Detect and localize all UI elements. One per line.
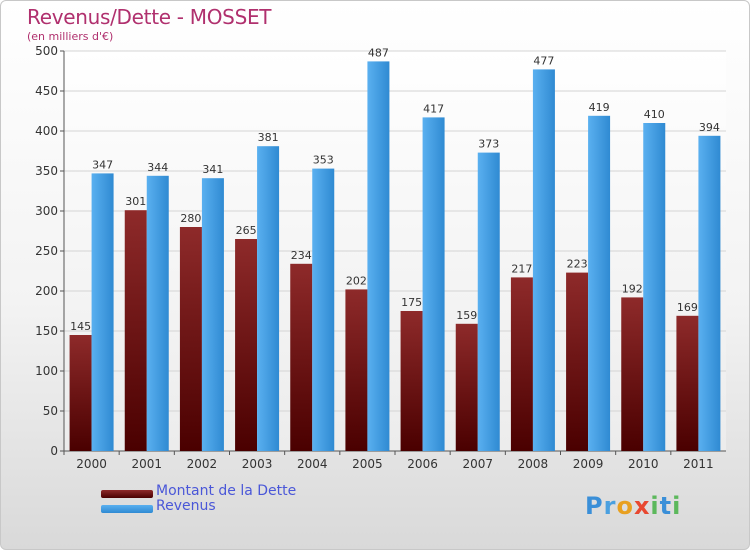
data-label-dette: 301 xyxy=(125,195,146,208)
bar-revenus xyxy=(91,173,114,451)
x-tick-label: 2011 xyxy=(683,457,714,471)
y-tick-label: 100 xyxy=(35,364,58,378)
data-label-dette: 280 xyxy=(180,212,201,225)
legend-label-dette: Montant de la Dette xyxy=(156,483,297,499)
bar-dette xyxy=(345,289,368,451)
chart-subtitle: (en milliers d'€) xyxy=(27,30,114,43)
bar-revenus xyxy=(422,117,445,452)
bar-revenus xyxy=(588,115,611,452)
bar-revenus xyxy=(146,175,169,452)
x-tick-label: 2008 xyxy=(518,457,549,471)
proxiti-logo: Proxiti xyxy=(585,492,682,520)
data-label-dette: 265 xyxy=(236,224,257,237)
y-tick-label: 0 xyxy=(50,444,58,458)
data-label-revenus: 394 xyxy=(699,121,720,134)
bar-dette xyxy=(235,239,258,451)
y-tick-label: 200 xyxy=(35,284,58,298)
data-label-revenus: 419 xyxy=(589,101,610,114)
data-label-dette: 234 xyxy=(291,249,312,262)
data-label-dette: 169 xyxy=(677,301,698,314)
data-label-dette: 175 xyxy=(401,296,422,309)
data-label-dette: 223 xyxy=(567,258,588,271)
bar-dette xyxy=(290,263,313,451)
x-tick-label: 2009 xyxy=(573,457,604,471)
legend-swatch-dette xyxy=(101,490,153,498)
bar-dette xyxy=(621,297,644,451)
bar-dette xyxy=(455,323,478,451)
data-label-revenus: 487 xyxy=(368,46,389,59)
bar-dette xyxy=(566,272,589,451)
bar-dette xyxy=(124,210,147,451)
y-tick-label: 450 xyxy=(35,84,58,98)
bar-revenus xyxy=(643,123,666,451)
y-tick-label: 50 xyxy=(43,404,58,418)
x-tick-label: 2000 xyxy=(76,457,107,471)
bar-revenus xyxy=(367,61,390,452)
x-tick-label: 2001 xyxy=(131,457,162,471)
y-tick-label: 350 xyxy=(35,164,58,178)
bar-dette xyxy=(400,311,423,451)
y-tick-label: 250 xyxy=(35,244,58,258)
x-tick-label: 2004 xyxy=(297,457,328,471)
data-label-revenus: 373 xyxy=(478,138,499,151)
bar-dette xyxy=(676,315,699,451)
bar-revenus xyxy=(532,69,555,452)
data-label-dette: 145 xyxy=(70,320,91,333)
x-tick-label: 2005 xyxy=(352,457,383,471)
data-label-revenus: 344 xyxy=(147,161,168,174)
bar-dette xyxy=(69,335,92,451)
chart-title: Revenus/Dette - MOSSET xyxy=(27,5,272,29)
legend-label-revenus: Revenus xyxy=(156,498,216,514)
data-label-dette: 192 xyxy=(622,282,643,295)
data-label-revenus: 417 xyxy=(423,102,444,115)
bar-revenus xyxy=(201,178,224,451)
data-label-revenus: 381 xyxy=(258,131,279,144)
data-label-revenus: 347 xyxy=(92,158,113,171)
y-tick-label: 300 xyxy=(35,204,58,218)
x-tick-label: 2002 xyxy=(187,457,218,471)
x-tick-label: 2010 xyxy=(628,457,659,471)
y-tick-label: 500 xyxy=(35,44,58,58)
data-label-revenus: 341 xyxy=(202,163,223,176)
data-label-revenus: 353 xyxy=(313,154,334,167)
data-label-dette: 159 xyxy=(456,309,477,322)
bar-revenus xyxy=(312,168,335,451)
bar-revenus xyxy=(698,135,721,452)
y-tick-label: 400 xyxy=(35,124,58,138)
data-label-dette: 202 xyxy=(346,274,367,287)
data-label-revenus: 477 xyxy=(533,54,554,67)
bar-dette xyxy=(179,227,202,451)
data-label-revenus: 410 xyxy=(644,108,665,121)
x-tick-label: 2007 xyxy=(462,457,493,471)
bar-dette xyxy=(510,277,533,451)
x-tick-label: 2003 xyxy=(242,457,273,471)
x-tick-label: 2006 xyxy=(407,457,438,471)
bar-revenus xyxy=(477,152,500,451)
bar-revenus xyxy=(257,146,280,451)
y-tick-label: 150 xyxy=(35,324,58,338)
data-label-dette: 217 xyxy=(511,262,532,275)
legend-swatch-revenus xyxy=(101,505,153,513)
